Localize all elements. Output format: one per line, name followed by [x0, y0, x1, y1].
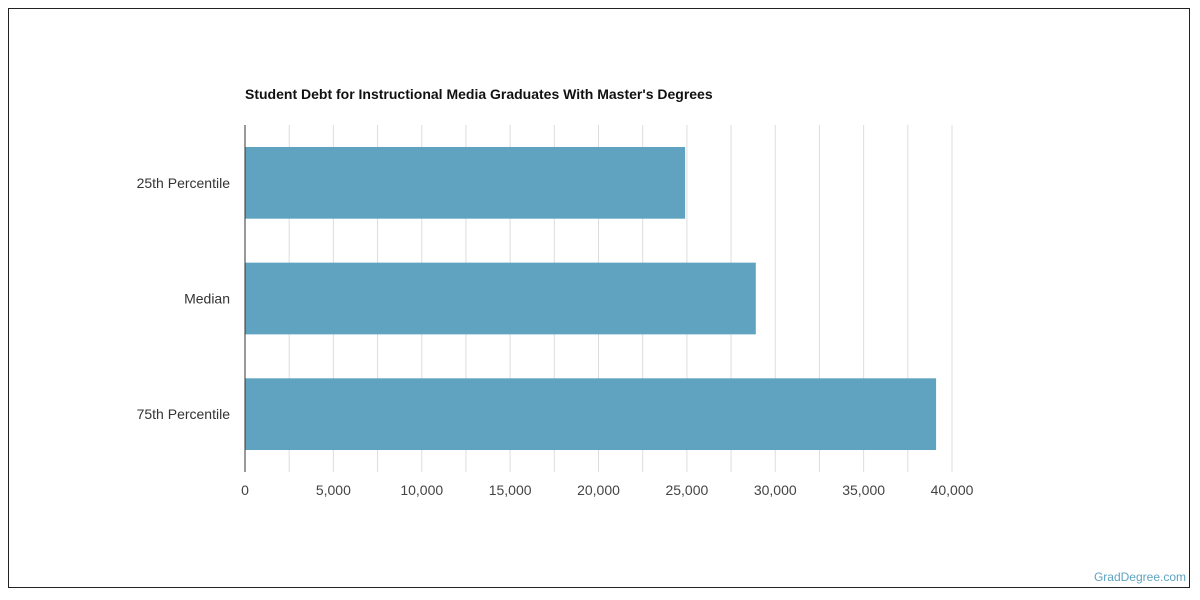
x-tick-label: 10,000 — [400, 482, 443, 498]
category-label: Median — [184, 291, 230, 307]
x-tick-label: 15,000 — [489, 482, 532, 498]
bars — [245, 146, 937, 451]
bar-25th-percentile — [245, 146, 686, 219]
x-tick-label: 30,000 — [754, 482, 797, 498]
bar-median — [245, 262, 756, 335]
watermark-link[interactable]: GradDegree.com — [1093, 570, 1186, 584]
chart-title: Student Debt for Instructional Media Gra… — [245, 86, 713, 102]
x-tick-label: 35,000 — [842, 482, 885, 498]
x-tick-label: 20,000 — [577, 482, 620, 498]
x-tick-label: 25,000 — [665, 482, 708, 498]
x-tick-label: 5,000 — [316, 482, 351, 498]
x-tick-label: 40,000 — [931, 482, 974, 498]
category-label: 75th Percentile — [137, 406, 231, 422]
category-label: 25th Percentile — [137, 175, 231, 191]
bar-75th-percentile — [245, 378, 937, 451]
labels: 25th Percentile Median 75th Percentile 0 5,0… — [137, 175, 974, 498]
x-tick-label: 0 — [241, 482, 249, 498]
